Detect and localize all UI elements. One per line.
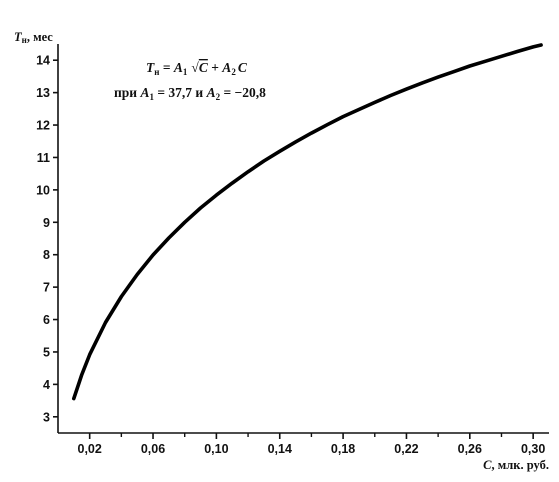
formula-sqrt-arg: C [199, 60, 209, 75]
formula-c-var: C [238, 60, 248, 75]
y-tick-label: 9 [43, 216, 50, 230]
formula-lhs-var: T [146, 60, 155, 75]
y-tick-label: 5 [43, 345, 50, 359]
params-a2-eq: = −20,8 [220, 85, 266, 100]
x-axis-label-unit: , млк. руб. [492, 458, 549, 472]
x-axis-label: C, млк. руб. [483, 458, 549, 472]
y-tick-label: 8 [43, 248, 50, 262]
formula-plus: + [208, 60, 222, 75]
y-tick-label: 4 [43, 378, 50, 392]
params-prefix: при [114, 85, 140, 100]
x-tick-label: 0,30 [521, 442, 545, 456]
x-tick-label: 0,06 [141, 442, 165, 456]
formula-a1-var: A [173, 60, 183, 75]
x-tick-label: 0,14 [268, 442, 292, 456]
y-tick-label: 7 [43, 281, 50, 295]
series-line [72, 43, 543, 401]
x-tick-label: 0,02 [78, 442, 102, 456]
x-ticks: 0,02 0,06 0,10 0,14 0,18 0,22 0,26 0,30 [78, 433, 545, 456]
y-tick-label: 3 [43, 410, 50, 424]
y-tick-label: 14 [36, 54, 50, 68]
params-a1-sub: 1 [149, 92, 154, 102]
formula-a2-var: A [221, 60, 231, 75]
formula-eq: = [159, 60, 173, 75]
x-tick-label: 0,26 [458, 442, 482, 456]
params-a2-var: A [206, 85, 216, 100]
formula-sqrt-sign: √ [191, 60, 199, 75]
formula-a2-sub: 2 [231, 67, 236, 77]
params-a1-eq: = 37,7 и [154, 85, 207, 100]
params-annotation: при A1 = 37,7 и A2 = −20,8 [114, 85, 266, 102]
x-axis-label-var: C [483, 458, 492, 472]
x-tick-label: 0,10 [204, 442, 228, 456]
params-a1-var: A [139, 85, 149, 100]
y-axis-label-var: T [14, 30, 23, 44]
y-axis-label: Tн, мес [14, 30, 53, 45]
formula-lhs-sub: н [154, 67, 159, 77]
y-tick-label: 11 [37, 151, 50, 165]
y-tick-label: 6 [43, 313, 50, 327]
params-a2-sub: 2 [216, 92, 221, 102]
y-axis-label-sub: н [22, 35, 27, 45]
chart-axes [57, 44, 549, 434]
x-tick-label: 0,18 [331, 442, 355, 456]
formula-a1-sub: 1 [183, 67, 188, 77]
x-tick-label: 0,22 [394, 442, 418, 456]
y-ticks: 3 4 5 6 7 8 9 10 11 12 13 14 [36, 54, 58, 424]
formula-annotation: Tн = A1 √C + A2 C [146, 60, 248, 77]
y-tick-label: 10 [36, 183, 50, 197]
y-tick-label: 13 [36, 86, 50, 100]
y-axis-label-unit: , мес [27, 30, 53, 44]
y-tick-label: 12 [36, 119, 50, 133]
